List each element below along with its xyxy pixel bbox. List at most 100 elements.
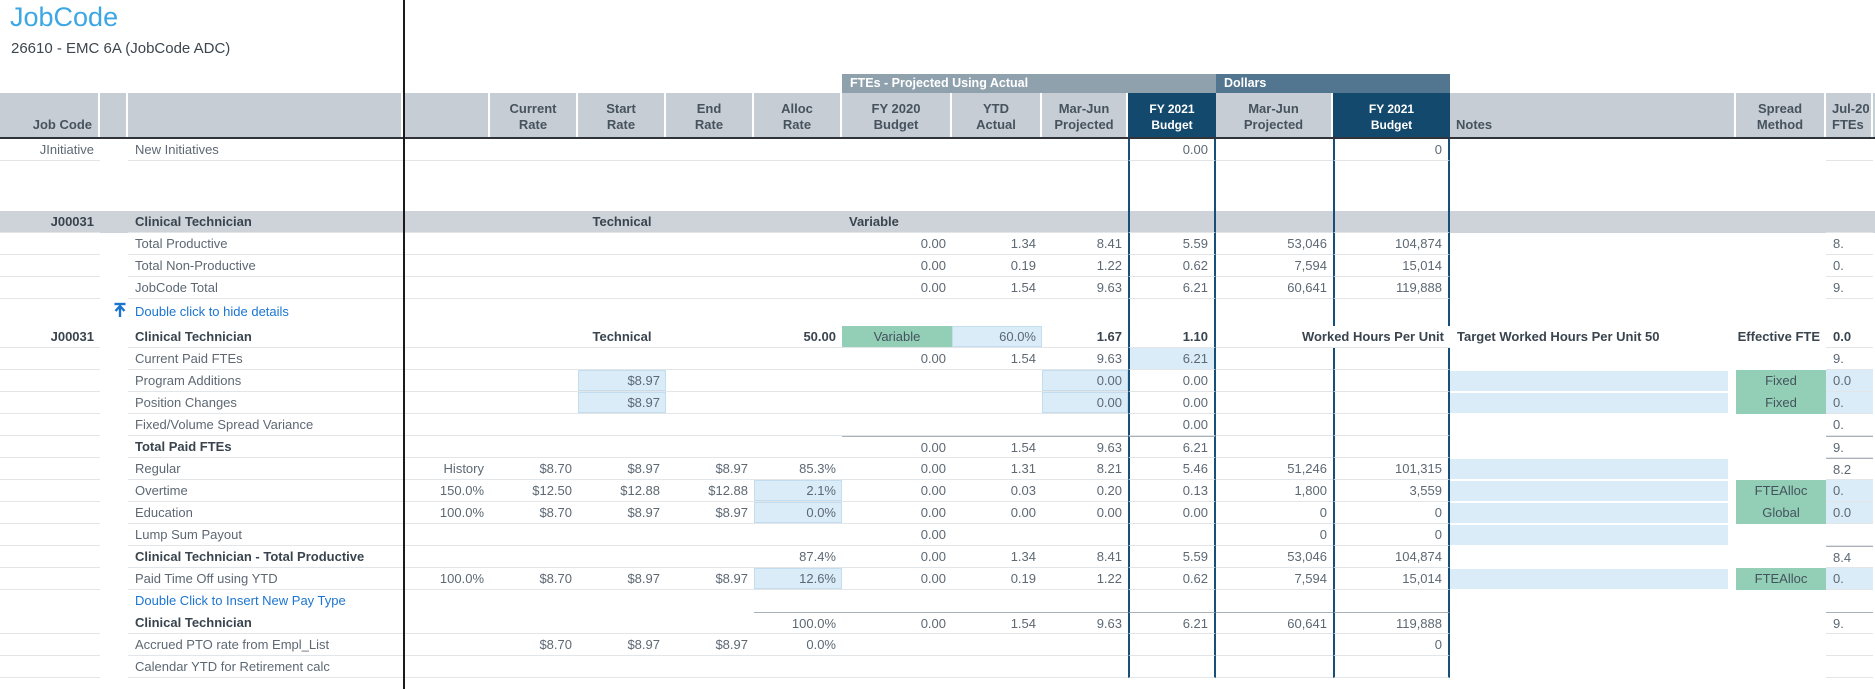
row-lump-sum-payout-notes[interactable] bbox=[1450, 524, 1736, 546]
notes-input-cell[interactable] bbox=[1450, 525, 1728, 545]
row-education-jobcode bbox=[0, 502, 100, 524]
row-overtime-alloc[interactable]: 2.1% bbox=[754, 480, 842, 502]
row-total-non-productive-notes bbox=[1450, 255, 1736, 277]
row-jobcode-band: J00031 Clinical Technician Technical Variab… bbox=[0, 211, 1875, 233]
row-new-initiatives-spread bbox=[1736, 139, 1826, 161]
row-hide-details-dmarjun bbox=[1216, 299, 1333, 326]
row-insert-pay-type-desc[interactable]: Double Click to Insert New Pay Type bbox=[135, 593, 346, 608]
row-total-productive: Total Productive 0.00 1.34 8.41 5.59 53,046 10… bbox=[0, 233, 1875, 255]
row-accrued-pto-notes bbox=[1450, 634, 1736, 656]
row-paid-time-off-fy2020b: 0.00 bbox=[842, 568, 952, 590]
row-education-spread[interactable]: Global bbox=[1736, 502, 1826, 524]
notes-input-cell[interactable] bbox=[1450, 481, 1728, 501]
row-regular-dmarjun: 51,246 bbox=[1216, 458, 1333, 480]
row-current-paid-ftes-fy2021b[interactable]: 6.21 bbox=[1128, 348, 1216, 370]
row-program-additions-start[interactable]: $8.97 bbox=[578, 370, 666, 392]
row-blank-start bbox=[578, 161, 666, 211]
row-education-jul2[interactable]: 0.0 bbox=[1826, 502, 1873, 524]
row-overtime-jul2[interactable]: 0. bbox=[1826, 480, 1873, 502]
notes-input-cell[interactable] bbox=[1450, 371, 1728, 391]
row-total-paid-ftes-end bbox=[666, 436, 754, 458]
row-current-paid-ftes-ytd: 1.54 bbox=[952, 348, 1042, 370]
row-total-productive-dfy2021b: 104,874 bbox=[1333, 233, 1450, 255]
row-total-non-productive-icon bbox=[100, 255, 128, 277]
column-header-marjun: Mar-Jun Projected bbox=[1042, 93, 1128, 137]
row-position-changes-notes[interactable] bbox=[1450, 392, 1736, 414]
notes-input-cell[interactable] bbox=[1450, 459, 1728, 479]
row-ct-total-productive-current bbox=[490, 546, 578, 568]
column-header-spread: Spread Method bbox=[1736, 93, 1826, 137]
row-position-changes-start[interactable]: $8.97 bbox=[578, 392, 666, 414]
row-ct-total-productive-end bbox=[666, 546, 754, 568]
row-clinical-technician-total-alloc: 100.0% bbox=[754, 612, 842, 634]
row-calendar-ytd-notes bbox=[1450, 656, 1736, 678]
row-jobcode-detail-band-end bbox=[666, 326, 754, 348]
row-insert-pay-type-icon bbox=[100, 590, 128, 612]
row-fixed-volume-variance-marjun bbox=[1042, 414, 1128, 436]
row-jobcode-band-spread bbox=[1736, 211, 1826, 233]
row-paid-time-off-alloc[interactable]: 12.6% bbox=[754, 568, 842, 590]
row-overtime: Overtime 150.0% $12.50 $12.88 $12.88 2.1% 0.00… bbox=[0, 480, 1875, 502]
row-insert-pay-type-end bbox=[666, 590, 754, 612]
row-calendar-ytd-start bbox=[578, 656, 666, 678]
row-jobcode-total-ytd: 1.54 bbox=[952, 277, 1042, 299]
row-position-changes-jul2[interactable]: 0. bbox=[1826, 392, 1873, 414]
row-program-additions-jul2[interactable]: 0.0 bbox=[1826, 370, 1873, 392]
row-paid-time-off-spread[interactable]: FTEAlloc bbox=[1736, 568, 1826, 590]
row-regular-notes[interactable] bbox=[1450, 458, 1736, 480]
row-current-paid-ftes-jobcode bbox=[0, 348, 100, 370]
row-overtime-notes[interactable] bbox=[1450, 480, 1736, 502]
row-paid-time-off-notes[interactable] bbox=[1450, 568, 1736, 590]
row-total-non-productive-fy2020b: 0.00 bbox=[842, 255, 952, 277]
row-regular-icon bbox=[100, 458, 128, 480]
row-total-productive-dmarjun: 53,046 bbox=[1216, 233, 1333, 255]
group-header-ftes: FTEs - Projected Using Actual bbox=[842, 74, 1216, 93]
row-regular-start: $8.97 bbox=[578, 458, 666, 480]
row-fixed-volume-variance-history bbox=[403, 414, 490, 436]
row-fixed-volume-variance-desc: Fixed/Volume Spread Variance bbox=[128, 414, 403, 436]
row-insert-pay-type-history bbox=[403, 590, 490, 612]
row-total-paid-ftes-dfy2021b bbox=[1333, 436, 1450, 458]
row-program-additions-notes[interactable] bbox=[1450, 370, 1736, 392]
row-paid-time-off-marjun: 1.22 bbox=[1042, 568, 1128, 590]
row-overtime-spread[interactable]: FTEAlloc bbox=[1736, 480, 1826, 502]
row-jobcode-detail-band-jobcode: J00031 bbox=[0, 326, 100, 348]
row-accrued-pto-icon bbox=[100, 634, 128, 656]
row-jobcode-detail-band-fy2020b[interactable]: Variable bbox=[842, 326, 952, 348]
notes-input-cell[interactable] bbox=[1450, 503, 1728, 523]
row-position-changes-spread[interactable]: Fixed bbox=[1736, 392, 1826, 414]
row-total-paid-ftes-fy2020b: 0.00 bbox=[842, 436, 952, 458]
row-position-changes-marjun[interactable]: 0.00 bbox=[1042, 392, 1128, 414]
row-accrued-pto-jobcode bbox=[0, 634, 100, 656]
row-hide-details-icon[interactable] bbox=[100, 299, 128, 326]
row-hide-details-desc[interactable]: Double click to hide details bbox=[135, 304, 289, 319]
row-education-notes[interactable] bbox=[1450, 502, 1736, 524]
page-title: JobCode bbox=[10, 2, 119, 32]
row-total-non-productive-current bbox=[490, 255, 578, 277]
row-program-additions-dmarjun bbox=[1216, 370, 1333, 392]
row-calendar-ytd: Calendar YTD for Retirement calc bbox=[0, 656, 1875, 678]
row-education-alloc[interactable]: 0.0% bbox=[754, 502, 842, 524]
row-jobcode-detail-band-ytd[interactable]: 60.0% bbox=[952, 326, 1042, 348]
row-total-productive-fy2020b: 0.00 bbox=[842, 233, 952, 255]
row-program-additions-spread[interactable]: Fixed bbox=[1736, 370, 1826, 392]
row-total-non-productive-spread bbox=[1736, 255, 1826, 277]
row-fixed-volume-variance-current bbox=[490, 414, 578, 436]
row-jobcode-detail-band-start: Technical bbox=[578, 326, 666, 348]
row-total-paid-ftes-notes bbox=[1450, 436, 1736, 458]
row-total-productive-jobcode bbox=[0, 233, 100, 255]
row-clinical-technician-total-notes bbox=[1450, 612, 1736, 634]
row-blank-spread bbox=[1736, 161, 1826, 211]
row-ct-total-productive-desc: Clinical Technician - Total Productive bbox=[128, 546, 403, 568]
column-header-start: Start Rate bbox=[578, 93, 666, 137]
row-program-additions-marjun[interactable]: 0.00 bbox=[1042, 370, 1128, 392]
row-accrued-pto-fy2021b bbox=[1128, 634, 1216, 656]
row-paid-time-off-jul2[interactable]: 0. bbox=[1826, 568, 1873, 590]
row-clinical-technician-total-desc: Clinical Technician bbox=[128, 612, 403, 634]
row-new-initiatives-jobcode: JInitiative bbox=[0, 139, 100, 161]
notes-input-cell[interactable] bbox=[1450, 569, 1728, 589]
row-total-non-productive-marjun: 1.22 bbox=[1042, 255, 1128, 277]
notes-input-cell[interactable] bbox=[1450, 393, 1728, 413]
row-jobcode-total-end bbox=[666, 277, 754, 299]
row-position-changes-fy2020b bbox=[842, 392, 952, 414]
